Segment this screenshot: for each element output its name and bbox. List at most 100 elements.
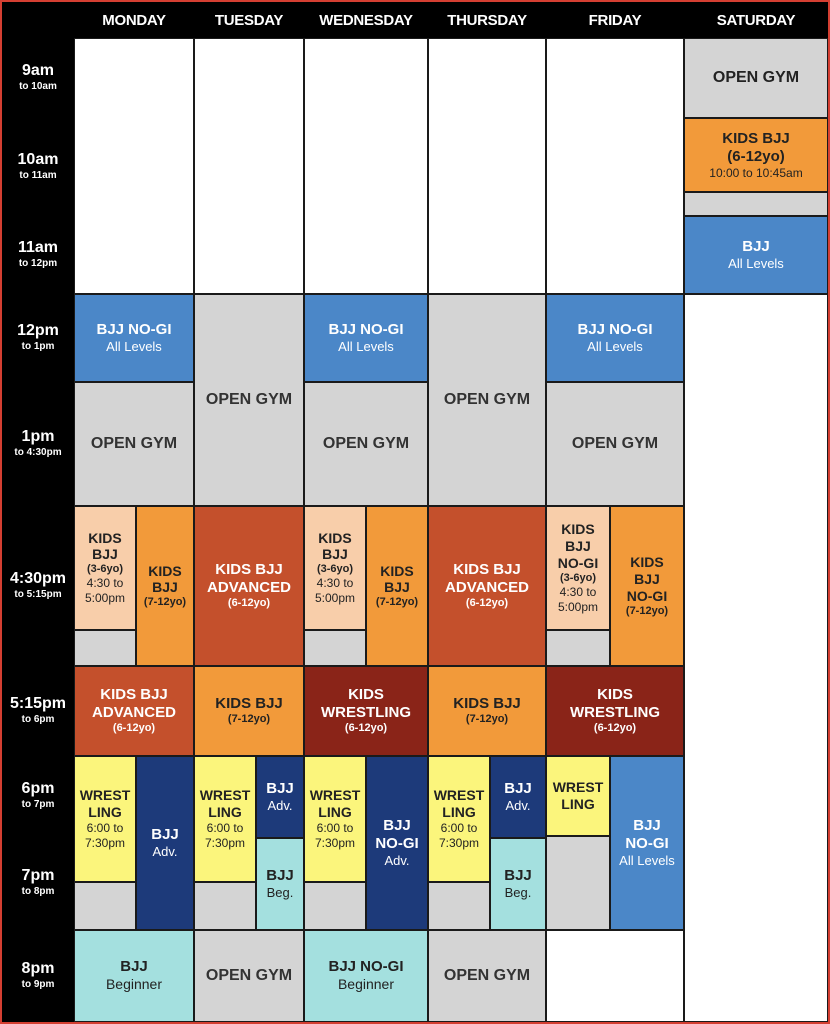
class-title: BJJ <box>742 237 770 255</box>
time-slot-label: 12pm to 1pm <box>2 294 74 382</box>
class-title: KIDS <box>561 521 595 538</box>
class-title: WREST <box>79 787 131 804</box>
class-block: BJJ NO-GI All Levels <box>74 294 194 382</box>
class-title: BJJ <box>634 571 660 587</box>
class-detail: Adv. <box>152 843 178 859</box>
time-start: 12pm <box>17 322 59 339</box>
class-block: BJJ NO-GI All Levels <box>610 756 684 930</box>
empty-slot <box>74 38 194 294</box>
class-title: (3-6yo) <box>316 563 354 576</box>
empty-slot <box>194 38 304 294</box>
day-header-friday: FRIDAY <box>588 11 642 29</box>
class-title: BJJ <box>384 579 410 596</box>
class-title: NO-GI <box>557 554 599 571</box>
class-block: WREST LING 6:00 to 7:30pm <box>194 756 256 882</box>
class-title: BJJ <box>152 579 178 596</box>
class-title: OPEN GYM <box>571 435 659 453</box>
empty-slot <box>546 38 684 294</box>
class-title: BJJ <box>633 816 661 834</box>
class-title: (3-6yo) <box>559 571 597 584</box>
class-title: KIDS <box>88 529 122 546</box>
class-detail: Adv. <box>267 797 293 813</box>
class-title: WREST <box>199 787 251 804</box>
class-block: BJJ All Levels <box>684 216 828 294</box>
class-block: OPEN GYM <box>74 382 194 506</box>
class-block: KIDS BJJ ADVANCED (6-12yo) <box>74 666 194 756</box>
time-end: to 12pm <box>18 258 58 269</box>
time-end: to 11am <box>19 170 57 181</box>
class-block: KIDS BJJ (6-12yo) 10:00 to 10:45am <box>684 118 828 192</box>
class-detail: 7:30pm <box>314 835 356 850</box>
class-title: (6-12yo) <box>112 722 156 735</box>
time-end: to 7pm <box>21 799 55 810</box>
class-block: BJJ Beg. <box>256 838 304 930</box>
class-title: (6-12yo) <box>227 597 271 610</box>
class-title: (7-12yo) <box>465 713 509 726</box>
empty-slot <box>304 882 366 930</box>
class-detail: 10:00 to 10:45am <box>709 165 803 180</box>
class-title: KIDS BJJ <box>722 129 790 147</box>
time-end: to 6pm <box>21 714 55 725</box>
empty-slot <box>74 882 136 930</box>
class-detail: All Levels <box>728 255 784 271</box>
class-detail: Adv. <box>384 852 410 868</box>
class-title: OPEN GYM <box>443 967 531 985</box>
time-slot-label: 1pm to 4:30pm <box>2 382 74 506</box>
class-title: (6-12yo) <box>344 722 388 735</box>
class-block: KIDS BJJ (7-12yo) <box>428 666 546 756</box>
time-start: 8pm <box>21 960 55 977</box>
class-block: WREST LING 6:00 to 7:30pm <box>428 756 490 882</box>
class-title: BJJ <box>504 779 532 797</box>
class-detail: 4:30 to <box>316 576 354 591</box>
class-detail: All Levels <box>587 338 643 354</box>
class-title: BJJ <box>383 816 411 834</box>
class-block: KIDS BJJ NO-GI (7-12yo) <box>610 506 684 666</box>
class-block: OPEN GYM <box>684 38 828 118</box>
class-block: OPEN GYM <box>546 382 684 506</box>
class-title: (7-12yo) <box>625 604 669 617</box>
empty-slot <box>546 836 610 930</box>
class-detail: All Levels <box>106 338 162 354</box>
time-start: 7pm <box>21 867 55 884</box>
class-detail: 5:00pm <box>84 591 126 606</box>
class-block: OPEN GYM <box>194 930 304 1022</box>
class-title: NO-GI <box>625 834 669 852</box>
class-title: OPEN GYM <box>205 967 293 985</box>
class-detail: Beginner <box>337 976 395 993</box>
class-title: LING <box>88 804 122 820</box>
day-header-thursday: THURSDAY <box>447 11 527 29</box>
empty-slot <box>428 38 546 294</box>
class-title: (3-6yo) <box>86 563 124 576</box>
empty-slot <box>428 882 490 930</box>
empty-slot <box>74 630 136 666</box>
time-start: 4:30pm <box>9 570 67 587</box>
class-title: LING <box>442 804 476 820</box>
class-block: BJJ Beg. <box>490 838 546 930</box>
class-title: NO-GI <box>626 587 668 604</box>
empty-slot <box>546 630 610 666</box>
class-title: OPEN GYM <box>322 435 410 453</box>
class-block: WREST LING <box>546 756 610 836</box>
class-detail: 5:00pm <box>314 591 356 606</box>
class-title: ADVANCED <box>207 579 291 597</box>
class-detail: All Levels <box>619 852 675 868</box>
empty-slot <box>194 882 256 930</box>
class-title: KIDS <box>348 686 384 704</box>
class-title: KIDS <box>318 529 352 546</box>
class-block: KIDS BJJ (7-12yo) <box>194 666 304 756</box>
class-block: KIDS BJJ ADVANCED (6-12yo) <box>194 506 304 666</box>
class-title: BJJ <box>92 546 118 563</box>
class-title: BJJ <box>266 779 294 797</box>
day-header-saturday: SATURDAY <box>716 11 796 29</box>
time-end: to 8pm <box>21 886 55 897</box>
class-title: BJJ <box>504 866 532 884</box>
class-title: ADVANCED <box>92 704 176 722</box>
time-start: 9am <box>21 62 55 79</box>
class-block: KIDS BJJ (3-6yo) 4:30 to 5:00pm <box>74 506 136 630</box>
class-detail: 6:00 to <box>316 820 354 835</box>
class-title: ADVANCED <box>445 579 529 597</box>
time-slot-label: 4:30pm to 5:15pm <box>2 506 74 666</box>
class-detail: 4:30 to <box>559 584 597 599</box>
time-end: to 10am <box>19 81 57 92</box>
